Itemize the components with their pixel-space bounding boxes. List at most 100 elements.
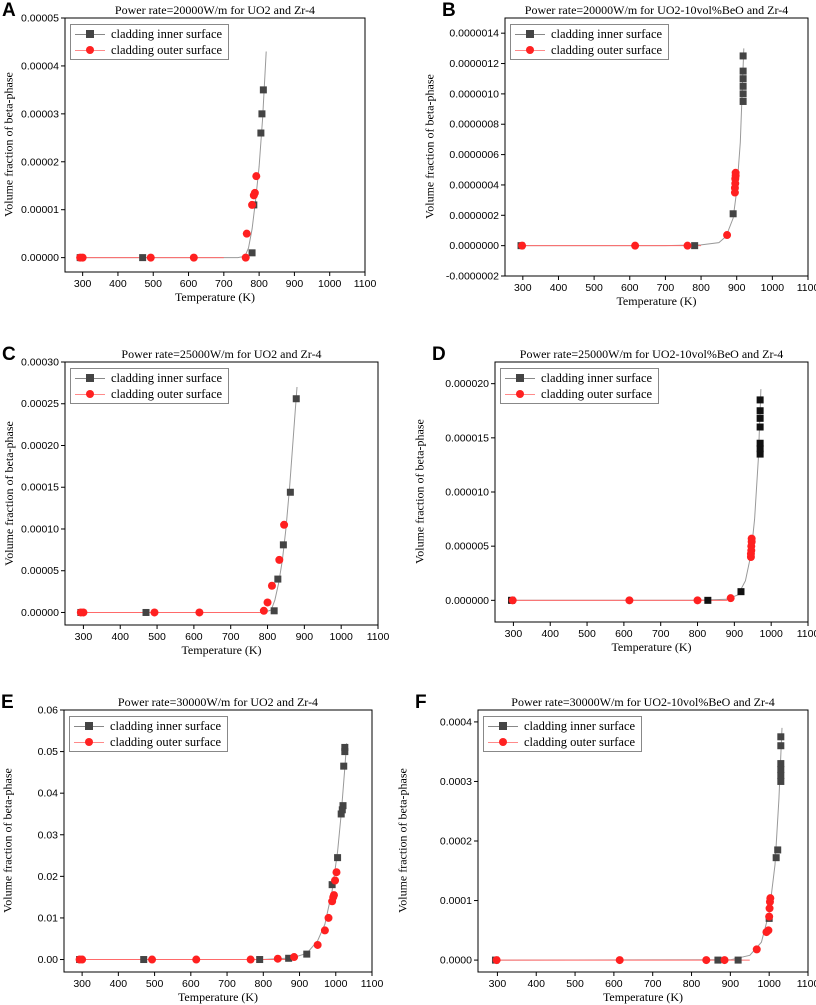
x-tick-label: 500 (578, 628, 596, 640)
outer-surface-point (248, 200, 257, 209)
legend: cladding inner surface cladding outer sur… (70, 24, 230, 60)
y-axis-label: Volume fraction of beta-phase (0, 768, 15, 913)
x-tick-label: 700 (215, 278, 233, 290)
legend-entry: cladding inner surface (488, 718, 635, 734)
circle-marker-icon (516, 390, 524, 398)
x-tick-label: 1000 (324, 978, 348, 990)
y-tick-label: 0.00010 (21, 523, 59, 535)
inner-surface-point (756, 396, 764, 404)
circle-marker-icon (526, 46, 534, 54)
y-tick-label: 0.0001 (440, 895, 472, 907)
plot-frame (64, 361, 379, 626)
inner-surface-point (259, 86, 267, 94)
outer-surface-point (241, 253, 250, 262)
legend-entry: cladding outer surface (488, 734, 635, 750)
y-tick-label: 0.01 (38, 912, 59, 924)
circle-marker-icon (499, 738, 507, 746)
y-tick-label: -0.0000002 (446, 271, 499, 283)
x-tick-label: 1100 (354, 278, 377, 290)
inner-surface-point (756, 450, 764, 458)
fit-curve (79, 386, 298, 613)
legend-entry: cladding inner surface (505, 370, 652, 386)
x-tick-label: 400 (527, 978, 545, 990)
y-tick-label: 0.0000002 (449, 210, 499, 222)
y-tick-label: 0.03 (38, 829, 59, 841)
outer-surface-point (764, 926, 773, 935)
legend-symbol (505, 388, 535, 400)
circle-marker-icon (86, 390, 94, 398)
x-tick-label: 400 (541, 628, 559, 640)
inner-surface-point (257, 129, 265, 137)
inner-surface-point (339, 802, 347, 810)
inner-surface-point (739, 75, 747, 83)
x-tick-label: 1000 (759, 628, 783, 640)
x-tick-label: 500 (566, 978, 584, 990)
legend-entry: cladding outer surface (515, 42, 662, 58)
y-tick-label: 0.000020 (445, 378, 489, 390)
y-tick-label: 0.000010 (445, 487, 489, 499)
outer-surface-point (747, 534, 756, 543)
legend-label: cladding outer surface (551, 42, 663, 57)
inner-surface-point (303, 950, 311, 958)
x-tick-label: 700 (657, 282, 675, 294)
outer-surface-point (702, 956, 711, 965)
outer-surface-point (631, 241, 640, 250)
outer-surface-point (508, 596, 517, 605)
legend-symbol (75, 28, 105, 40)
square-marker-icon (85, 722, 93, 730)
x-tick-label: 1100 (797, 978, 816, 990)
x-tick-label: 1100 (797, 628, 816, 640)
inner-surface-point (285, 954, 293, 962)
y-tick-label: 0.02 (38, 871, 59, 883)
fit-curve (78, 743, 348, 960)
outer-surface-point (146, 253, 155, 262)
x-tick-label: 500 (144, 278, 162, 290)
inner-surface-point (756, 423, 764, 431)
inner-surface-point (774, 846, 782, 854)
panel-letter: D (432, 344, 446, 365)
outer-surface-point (723, 231, 732, 240)
x-tick-label: 1000 (761, 282, 785, 294)
chart-title: Power rate=20000W/m for UO2-10vol%BeO an… (524, 3, 789, 17)
x-tick-label: 600 (621, 282, 639, 294)
outer-surface-point (252, 172, 261, 181)
x-tick-label: 400 (550, 282, 568, 294)
legend: cladding inner surface cladding outer sur… (70, 368, 230, 404)
y-tick-label: 0.0003 (440, 776, 472, 788)
legend-entry: cladding outer surface (75, 42, 222, 58)
outer-surface-point (263, 598, 272, 607)
x-tick-label: 300 (514, 282, 532, 294)
circle-marker-icon (86, 46, 94, 54)
legend-entry: cladding inner surface (75, 370, 222, 386)
square-marker-icon (516, 374, 524, 382)
inner-surface-point (756, 414, 764, 422)
outer-surface-point (259, 606, 268, 615)
y-tick-label: 0.00003 (21, 108, 59, 120)
outer-surface-point (329, 891, 338, 900)
y-tick-label: 0.00000 (21, 607, 59, 619)
outer-surface-point (693, 596, 702, 605)
x-tick-label: 600 (180, 278, 198, 290)
inner-surface-point (270, 607, 278, 615)
outer-surface-point (615, 956, 624, 965)
x-tick-label: 1100 (361, 978, 384, 990)
fit-curve (519, 48, 745, 247)
x-tick-label: 900 (286, 278, 304, 290)
outer-surface-point (320, 926, 329, 935)
y-tick-label: 0.04 (38, 788, 59, 800)
chart-title: Power rate=25000W/m for UO2-10vol%BeO an… (519, 347, 784, 361)
x-axis-label: Temperature (K) (616, 294, 697, 308)
x-tick-label: 1000 (757, 978, 781, 990)
fit-curve (493, 727, 783, 961)
outer-surface-point (765, 912, 774, 921)
legend-entry: cladding inner surface (74, 718, 221, 734)
inner-surface-point (739, 90, 747, 98)
x-tick-label: 800 (683, 978, 701, 990)
inner-surface-point (140, 956, 148, 964)
y-tick-label: 0.00 (38, 954, 59, 966)
legend-label: cladding outer surface (111, 42, 223, 57)
legend-symbol (75, 388, 105, 400)
panel-letter: E (1, 692, 14, 713)
x-tick-label: 900 (722, 978, 740, 990)
inner-surface-point (341, 748, 349, 756)
